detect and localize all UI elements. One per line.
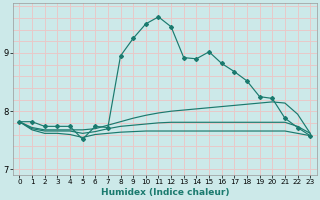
X-axis label: Humidex (Indice chaleur): Humidex (Indice chaleur) <box>100 188 229 197</box>
